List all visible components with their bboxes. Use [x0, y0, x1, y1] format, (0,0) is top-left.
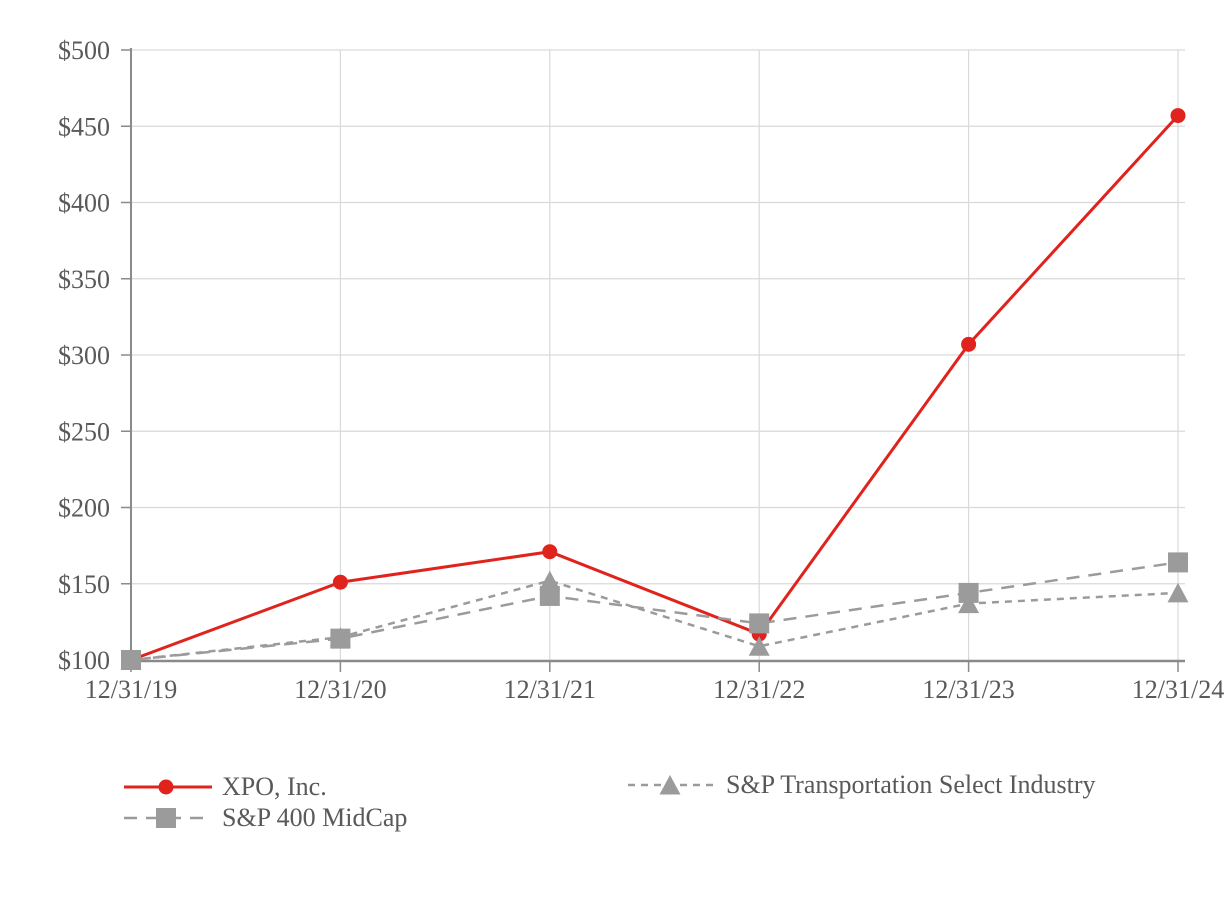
x-tick-label: 12/31/23 [922, 675, 1014, 704]
y-tick-label: $450 [58, 112, 110, 141]
x-tick-label: 12/31/21 [504, 675, 596, 704]
data-point-triangle [748, 636, 770, 656]
legend-label-xpo: XPO, Inc. [222, 772, 327, 801]
data-point-square [330, 628, 351, 649]
x-tick-label: 12/31/24 [1132, 675, 1224, 704]
data-point-circle [961, 336, 977, 352]
series-line-square [130, 561, 1179, 662]
data-point-square [121, 650, 141, 670]
y-tick-label: $350 [58, 265, 110, 294]
data-point-circle [542, 544, 558, 560]
data-point-square [958, 582, 979, 603]
legend-label-midcap: S&P 400 MidCap [222, 803, 408, 832]
y-tick-label: $250 [58, 417, 110, 446]
series-line-circle [130, 114, 1180, 662]
data-point-square [749, 613, 770, 634]
y-tick-label: $100 [58, 646, 110, 675]
legend-item-midcap: S&P 400 MidCap [124, 803, 408, 832]
legend-item-xpo: XPO, Inc. [124, 772, 327, 801]
y-tick-label: $150 [58, 570, 110, 599]
data-point-circle [1170, 108, 1186, 124]
legend-item-transportation: S&P Transportation Select Industry [628, 770, 1096, 799]
data-point-square [539, 585, 560, 606]
data-point-triangle [539, 570, 561, 591]
y-tick-label: $400 [58, 189, 110, 218]
data-point-circle [332, 574, 348, 590]
transportation-dash-triangle-marker-icon [628, 775, 716, 795]
x-tick-label: 12/31/19 [85, 675, 177, 704]
y-tick-label: $300 [58, 341, 110, 370]
series-line-triangle [130, 579, 1179, 662]
x-tick-label: 12/31/22 [713, 675, 805, 704]
x-tick-label: 12/31/20 [294, 675, 386, 704]
y-tick-label: $500 [58, 36, 110, 65]
data-point-triangle [1167, 582, 1189, 603]
xpo-line-circle-marker-icon [124, 779, 212, 795]
performance-line-chart: $100 $150 $200 $250 $300 $350 $400 $450 $500 12/3… [58, 36, 1224, 704]
y-tick-label: $200 [58, 494, 110, 523]
data-point-triangle [958, 593, 980, 614]
midcap-dash-square-marker-icon [124, 808, 212, 828]
legend-label-transportation: S&P Transportation Select Industry [726, 770, 1096, 799]
data-point-square [1168, 552, 1188, 573]
